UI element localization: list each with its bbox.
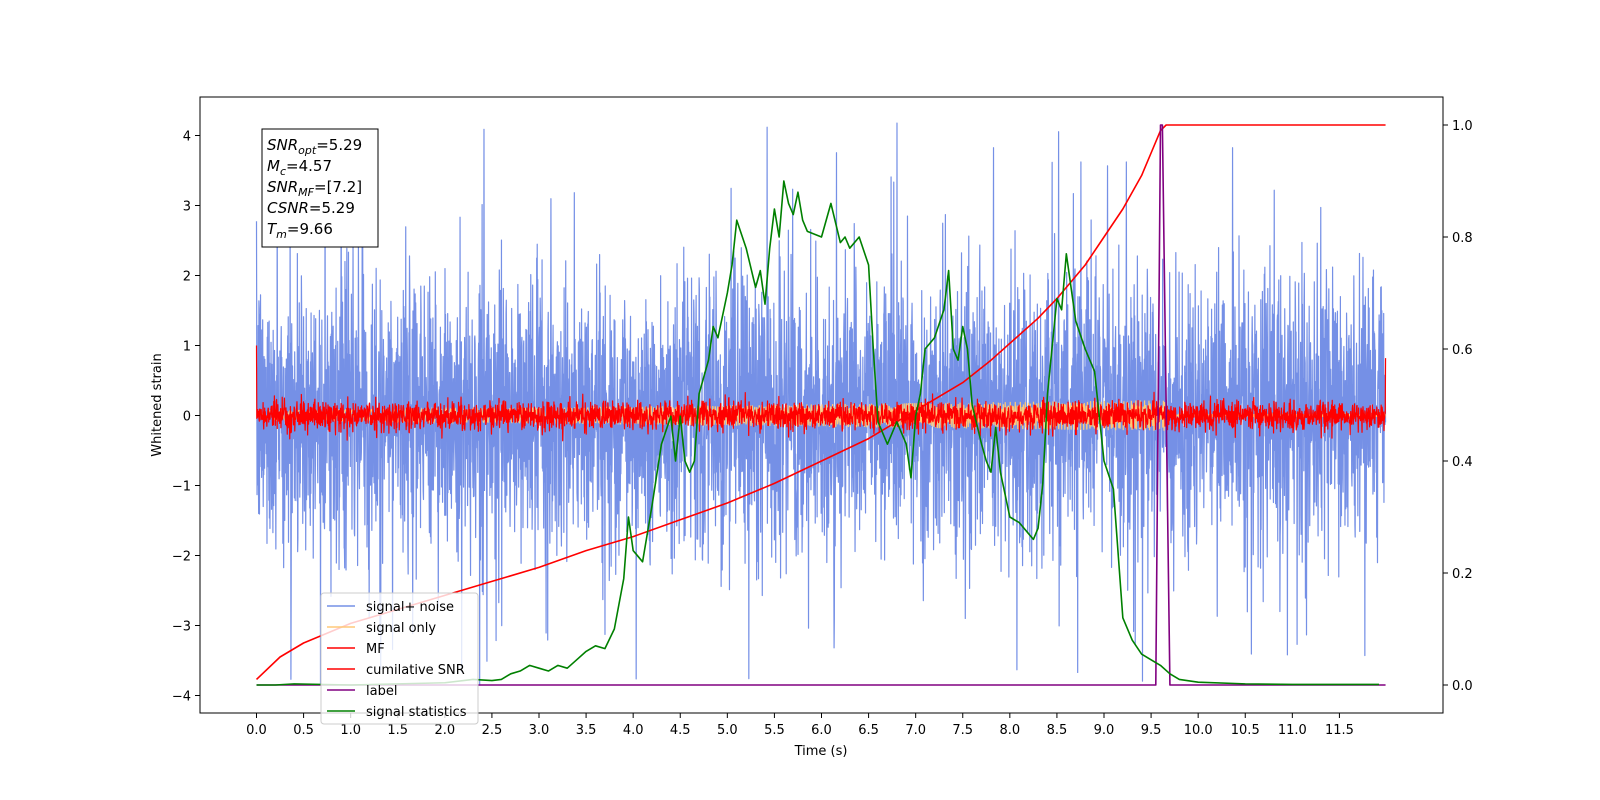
x-tick-label: 2.0 bbox=[434, 723, 455, 738]
y-tick-label: 4 bbox=[183, 130, 191, 145]
legend-frame bbox=[320, 592, 479, 725]
x-tick-label: 0.5 bbox=[293, 723, 314, 738]
y-tick-label: 0 bbox=[183, 410, 191, 425]
series-line-0 bbox=[255, 122, 1387, 686]
x-tick-label: 7.0 bbox=[905, 723, 926, 738]
x-tick-label: 5.0 bbox=[717, 723, 738, 738]
stats-line: Mc=4.57 bbox=[267, 157, 332, 178]
y-axis-left: −4 −3 −2 −1 0 1 2 3 4 bbox=[172, 130, 200, 705]
y2-tick-label: 0.6 bbox=[1452, 343, 1473, 358]
y-tick-label: −1 bbox=[172, 480, 191, 495]
x-tick-label: 8.0 bbox=[999, 723, 1020, 738]
y-tick-label: 3 bbox=[183, 200, 191, 215]
x-tick-label: 9.0 bbox=[1094, 723, 1115, 738]
x-tick-label: 7.5 bbox=[952, 723, 973, 738]
x-tick-label: 3.5 bbox=[576, 723, 597, 738]
series-line-2 bbox=[255, 345, 1387, 442]
x-tick-label: 5.5 bbox=[764, 723, 785, 738]
x-tick-label: 10.5 bbox=[1231, 723, 1260, 738]
x-tick-label: 10.0 bbox=[1184, 723, 1213, 738]
y-axis-right: 0.0 0.2 0.4 0.6 0.8 1.0 bbox=[1443, 119, 1473, 694]
x-tick-label: 9.5 bbox=[1141, 723, 1162, 738]
legend-label: label bbox=[366, 684, 397, 699]
legend-label: signal only bbox=[366, 621, 436, 636]
y-axis-label: Whitened strain bbox=[150, 353, 165, 456]
legend-label: MF bbox=[366, 642, 385, 657]
stats-line: SNRopt=5.29 bbox=[267, 136, 362, 157]
y-tick-label: 2 bbox=[183, 270, 191, 285]
series-line-4 bbox=[256, 124, 1386, 686]
stats-box-frame bbox=[261, 128, 379, 248]
y2-tick-label: 0.8 bbox=[1452, 231, 1473, 246]
y2-tick-label: 0.2 bbox=[1452, 567, 1473, 582]
x-tick-label: 2.5 bbox=[482, 723, 503, 738]
y-tick-label: −2 bbox=[172, 550, 191, 565]
legend-label: signal statistics bbox=[366, 705, 467, 720]
y-tick-label: −4 bbox=[172, 690, 191, 705]
legend-label: cumilative SNR bbox=[366, 663, 465, 678]
y-tick-label: 1 bbox=[183, 340, 191, 355]
y2-tick-label: 1.0 bbox=[1452, 119, 1473, 134]
x-tick-label: 4.5 bbox=[670, 723, 691, 738]
x-tick-label: 8.5 bbox=[1047, 723, 1068, 738]
y-tick-label: −3 bbox=[172, 620, 191, 635]
stats-line: CSNR=5.29 bbox=[267, 199, 355, 217]
stats-line: SNRMF=[7.2] bbox=[267, 178, 362, 199]
x-tick-label: 4.0 bbox=[623, 723, 644, 738]
x-tick-label: 3.0 bbox=[529, 723, 550, 738]
x-tick-label: 0.0 bbox=[246, 723, 267, 738]
stats-line: Tm=9.66 bbox=[267, 220, 333, 241]
x-tick-label: 6.0 bbox=[811, 723, 832, 738]
x-tick-label: 11.5 bbox=[1325, 723, 1354, 738]
y2-tick-label: 0.0 bbox=[1452, 679, 1473, 694]
legend-label: signal+ noise bbox=[366, 600, 454, 615]
x-tick-label: 1.5 bbox=[387, 723, 408, 738]
x-axis-label: Time (s) bbox=[794, 744, 848, 759]
x-tick-label: 6.5 bbox=[858, 723, 879, 738]
y2-tick-label: 0.4 bbox=[1452, 455, 1473, 470]
x-tick-label: 11.0 bbox=[1278, 723, 1307, 738]
x-axis: 0.0 0.5 1.0 1.5 2.0 2.5 3.0 3.5 4.0 4.5 5.0 5.5 6.0 6… bbox=[246, 713, 1354, 738]
legend: signal+ noise signal only MF cumilative SNR… bbox=[320, 592, 479, 725]
x-tick-label: 1.0 bbox=[340, 723, 361, 738]
series-line-5 bbox=[256, 180, 1379, 686]
